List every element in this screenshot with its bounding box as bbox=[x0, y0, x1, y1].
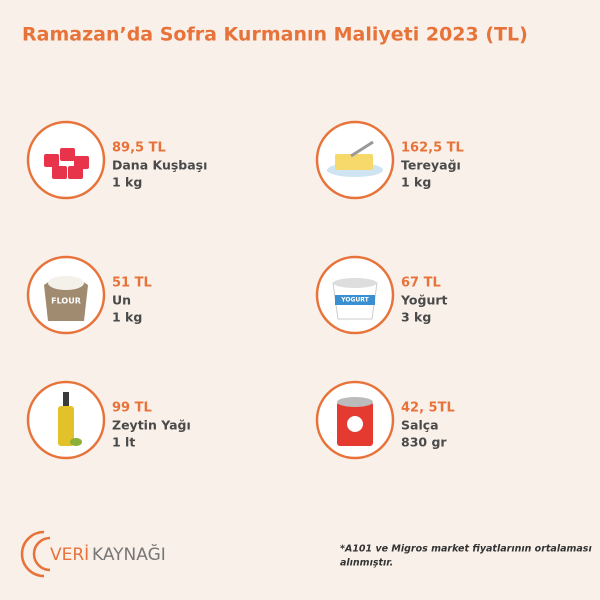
item: YOGURT 67 TL Yoğurt 3 kg bbox=[315, 255, 448, 335]
item-amount: 1 kg bbox=[112, 310, 142, 325]
icon-text: YOGURT bbox=[340, 297, 369, 304]
item-name: Yoğurt bbox=[400, 293, 448, 308]
item-price: 42, 5TL bbox=[401, 401, 455, 416]
item-price: 67 TL bbox=[401, 276, 441, 291]
icon-shape bbox=[68, 166, 83, 179]
note: alınmıştır. bbox=[340, 558, 393, 569]
item-name: Zeytin Yağı bbox=[112, 418, 191, 433]
icon-shape bbox=[52, 166, 67, 179]
item-amount: 1 kg bbox=[112, 175, 142, 190]
item-price: 89,5 TL bbox=[112, 141, 166, 156]
icon-shape bbox=[70, 438, 82, 446]
logo-text: KAYNAĞI bbox=[92, 543, 166, 565]
icon-shape bbox=[44, 154, 59, 167]
note: *A101 ve Migros market fiyatlarının orta… bbox=[340, 544, 592, 555]
item-price: 162,5 TL bbox=[401, 141, 464, 156]
icon-shape bbox=[333, 278, 377, 288]
icon-shape bbox=[58, 406, 74, 446]
item-name: Un bbox=[112, 293, 131, 308]
icon-shape bbox=[337, 397, 373, 407]
item-name: Salça bbox=[401, 418, 439, 433]
logo: VERİ KAYNAĞI bbox=[20, 530, 166, 578]
icon-shape bbox=[60, 148, 75, 161]
item-amount: 1 lt bbox=[112, 435, 135, 450]
logo-arc bbox=[20, 530, 45, 578]
item: 162,5 TL Tereyağı 1 kg bbox=[315, 120, 464, 200]
item: 99 TL Zeytin Yağı 1 lt bbox=[26, 380, 191, 460]
item-amount: 3 kg bbox=[401, 310, 431, 325]
logo-text: VERİ bbox=[50, 544, 89, 565]
icon-shape bbox=[347, 416, 363, 432]
item-amount: 1 kg bbox=[401, 175, 431, 190]
logo-arc bbox=[32, 536, 51, 572]
item-amount: 830 gr bbox=[401, 435, 447, 450]
icon-shape bbox=[74, 156, 89, 169]
icon-shape bbox=[335, 295, 375, 305]
icon-shape bbox=[63, 392, 69, 406]
icon-shape bbox=[335, 154, 373, 170]
item-name: Tereyağı bbox=[401, 158, 461, 173]
icon-shape bbox=[350, 140, 374, 158]
item: FLOUR 51 TL Un 1 kg bbox=[26, 255, 152, 335]
icon-text: FLOUR bbox=[51, 297, 81, 306]
item: 89,5 TL Dana Kuşbaşı 1 kg bbox=[26, 120, 207, 200]
title: Ramazan’da Sofra Kurmanın Maliyeti 2023 … bbox=[22, 24, 528, 46]
icon-shape bbox=[48, 276, 84, 290]
item-price: 51 TL bbox=[112, 276, 152, 291]
item-name: Dana Kuşbaşı bbox=[112, 158, 207, 173]
item-price: 99 TL bbox=[112, 401, 152, 416]
item: 42, 5TL Salça 830 gr bbox=[315, 380, 455, 460]
